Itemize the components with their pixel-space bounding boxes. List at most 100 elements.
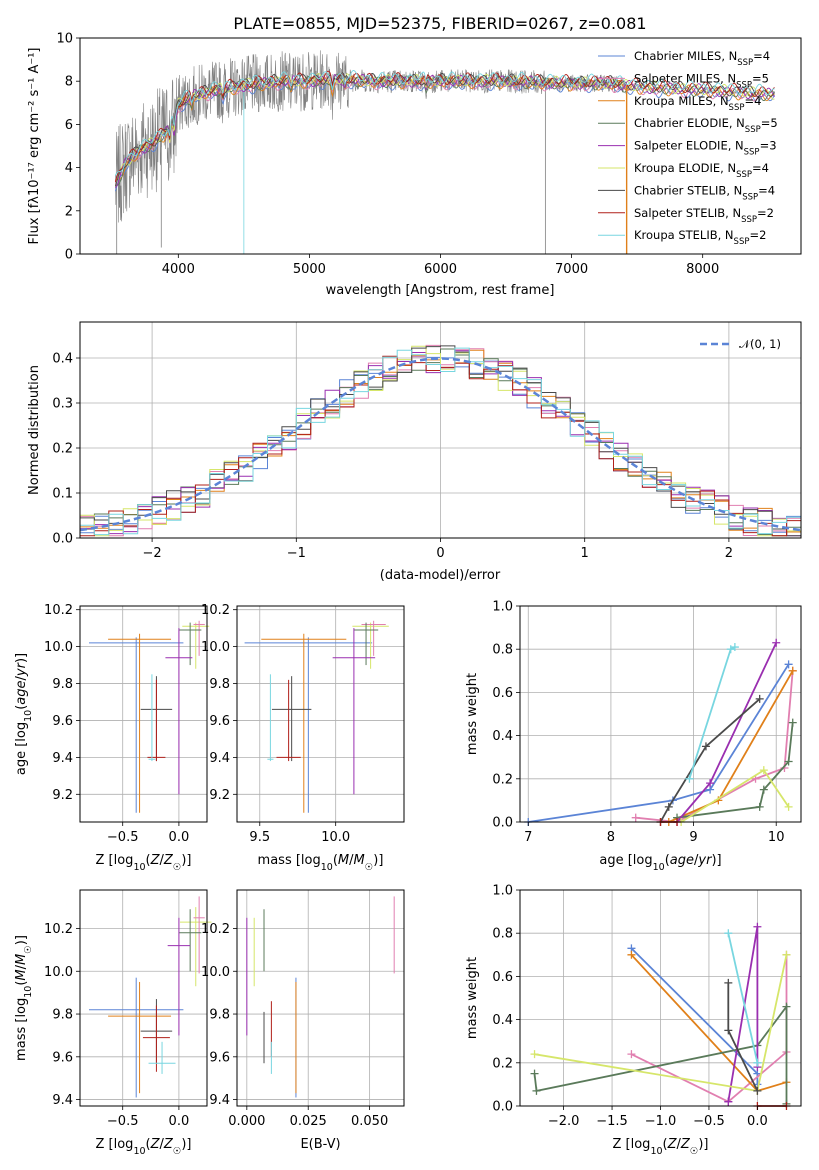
- panel-mass_vs_Z: −0.5 0.09.49.69.810.010.2Z [log10(Z/Z☉)]m…: [14, 889, 212, 1157]
- weight-point-marker: [753, 922, 762, 931]
- label-part: (: [333, 853, 338, 868]
- legend-label: Salpeter ELODIE, NSSP=3: [634, 139, 777, 158]
- label-part: 10: [321, 862, 333, 873]
- label-part: Z [log: [96, 1137, 134, 1152]
- weight-series-line: [528, 663, 790, 823]
- label-part: M: [14, 954, 29, 965]
- legend-tail: =2: [749, 228, 766, 242]
- legend-label: Salpeter MILES, NSSP=5: [634, 71, 769, 90]
- label-part: yr: [697, 853, 713, 868]
- x-tick-label: 0.0: [747, 1114, 768, 1129]
- label-part: /: [160, 1137, 165, 1152]
- y-tick-label: 0.0: [492, 1100, 513, 1115]
- legend-text: Chabrier MILES, N: [634, 49, 737, 63]
- data-spectrum-line: [115, 50, 627, 223]
- y-tick-label: 8: [65, 75, 73, 90]
- x-tick-label: 7: [524, 830, 532, 845]
- label-part: 10: [133, 1146, 145, 1157]
- label-part: mass [log: [258, 853, 321, 868]
- x-axis-label: Z [log10(Z/Z☉)]: [96, 853, 192, 873]
- axes-frame: [79, 321, 802, 539]
- x-tick-label: 10: [768, 830, 785, 845]
- y-tick-label: 9.6: [52, 714, 73, 729]
- weight-series-line: [668, 670, 794, 823]
- legend-tail: =4: [753, 49, 770, 63]
- label-part: 10: [23, 986, 34, 998]
- chart-title: PLATE=0855, MJD=52375, FIBERID=0267, z=0…: [233, 14, 646, 33]
- legend-tail: =2: [757, 206, 774, 220]
- weight-point-marker: [753, 1058, 762, 1067]
- axes-frame: [236, 605, 405, 823]
- y-tick-label: 9.6: [52, 1050, 73, 1065]
- x-axis-label: Z [log10(Z/Z☉)]: [613, 1137, 709, 1157]
- y-tick-label: 10.2: [201, 603, 230, 618]
- model-spectrum-line: [115, 75, 775, 181]
- x-tick-label: 9: [689, 830, 697, 845]
- axes-frame: [236, 889, 405, 1107]
- y-tick-label: 10.2: [44, 922, 73, 937]
- weight-point-marker: [782, 950, 791, 959]
- y-tick-label: 0.6: [492, 970, 513, 985]
- legend-subscript: SSP: [745, 125, 761, 135]
- x-tick-label: 5000: [293, 262, 326, 277]
- weight-point-marker: [664, 802, 673, 811]
- y-tick-label: 9.4: [52, 1093, 73, 1108]
- model-spectrum-line: [114, 72, 775, 187]
- label-part: 10: [23, 710, 34, 722]
- x-tick-label: −2: [143, 546, 162, 561]
- x-tick-label: 0.025: [290, 1114, 327, 1129]
- weight-point-marker: [627, 950, 636, 959]
- y-tick-label: 0.6: [492, 686, 513, 701]
- label-part: ☉: [23, 945, 34, 954]
- weight-point-marker: [701, 742, 710, 751]
- y-tick-label: 0.2: [492, 772, 513, 787]
- label-part: Z: [163, 853, 174, 868]
- plot-area: [244, 620, 389, 813]
- legend: 𝒩(0, 1): [700, 337, 781, 351]
- weight-point-marker: [784, 757, 793, 766]
- label-part: M: [14, 969, 29, 980]
- weight-point-marker: [730, 643, 739, 652]
- label-part: )]: [373, 853, 383, 868]
- panel-residuals: −2 −1 0 1 2 0.0 0.1 0.2 0.3 0.4 𝒩(0, 1) (data-model…: [27, 321, 802, 583]
- x-tick-label: 8: [607, 830, 615, 845]
- legend-subscript: SSP: [736, 170, 752, 180]
- legend-text: Salpeter STELIB, N: [634, 206, 741, 220]
- label-part: Z [log: [613, 1137, 651, 1152]
- y-axis-label: Normed distribution: [27, 365, 42, 495]
- panel-spectrum: 4000 5000 6000 7000 8000 0 2 4 6 8 10 Chabrier MILE…: [27, 14, 802, 298]
- x-tick-label: 0.0: [169, 830, 190, 845]
- model-spectrum-line: [114, 70, 775, 183]
- legend-tail: =4: [752, 161, 769, 175]
- y-tick-label: 0.1: [52, 487, 73, 502]
- legend-text: Chabrier ELODIE, N: [634, 116, 745, 130]
- y-tick-label: 10: [56, 32, 73, 47]
- x-tick-label: 2: [725, 546, 733, 561]
- y-tick-label: 9.8: [52, 1008, 73, 1023]
- y-tick-label: 9.4: [209, 751, 230, 766]
- y-tick-label: 0.4: [492, 1013, 513, 1028]
- label-part: Z: [680, 1137, 691, 1152]
- label-part: )]: [181, 1137, 191, 1152]
- weight-point-marker: [627, 1050, 636, 1059]
- label-part: )]: [698, 1137, 708, 1152]
- y-axis-label: Flux [fλ10⁻¹⁷ erg cm⁻² s⁻¹ A⁻¹]: [27, 48, 42, 245]
- label-part: )]: [14, 935, 29, 945]
- legend-tail: =4: [744, 94, 761, 108]
- weight-series-line: [635, 670, 794, 823]
- legend-subscript: SSP: [729, 103, 745, 113]
- label-part: M: [338, 853, 349, 868]
- y-tick-label: 10.0: [201, 640, 230, 655]
- label-part: 10: [653, 862, 665, 873]
- weight-point-marker: [784, 660, 793, 669]
- y-tick-label: 10.0: [201, 965, 230, 980]
- weight-series-line: [659, 698, 761, 823]
- plot-area: [114, 50, 775, 254]
- y-tick-label: 2: [65, 204, 73, 219]
- y-axis-label: mass weight: [465, 673, 480, 755]
- plot-area: [530, 922, 791, 1110]
- x-tick-label: 8000: [686, 262, 719, 277]
- x-axis-label: Z [log10(Z/Z☉)]: [96, 1137, 192, 1157]
- label-part: ☉: [173, 1146, 182, 1157]
